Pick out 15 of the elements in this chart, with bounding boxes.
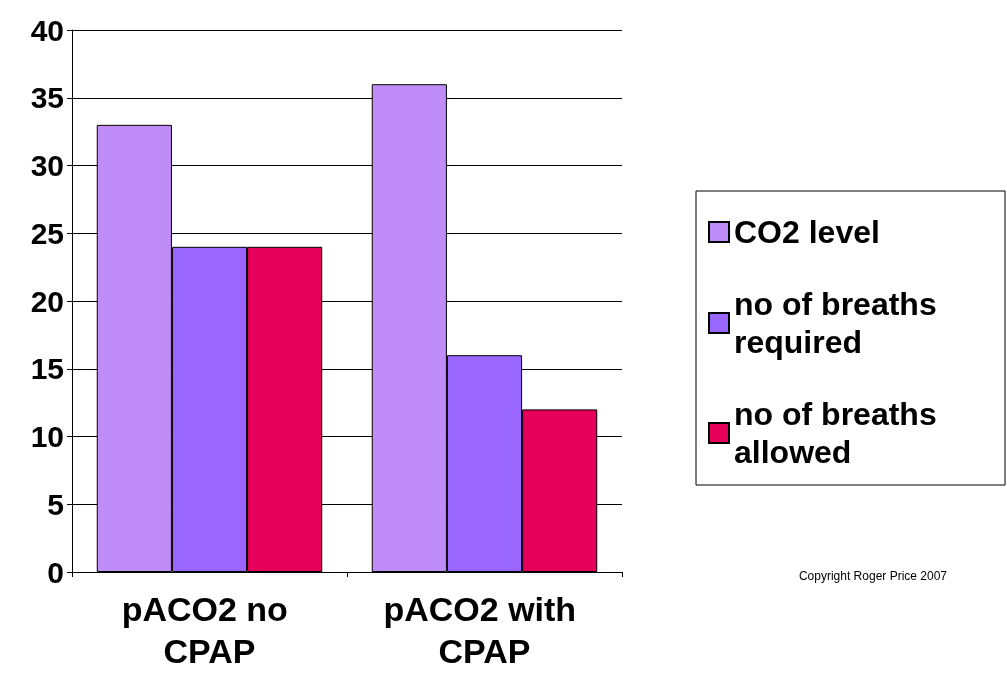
text: Copyright Roger Price 2007	[798, 569, 948, 583]
y-tick-label: 35	[30, 81, 64, 115]
x-tick-label: pACO2 no CPAP	[121, 590, 298, 670]
y-tick-label: 25	[30, 216, 64, 250]
y-tick-label: 10	[30, 420, 64, 453]
y-tick-label: 0	[47, 555, 64, 589]
legend-label: CO2 level	[734, 214, 880, 250]
y-tick-label: 15	[30, 352, 64, 386]
y-tick-label: 30	[30, 149, 64, 182]
y-tick-label: 40	[30, 13, 64, 47]
y-tick-label: 5	[47, 487, 64, 521]
x-tick-label: pACO2 with CPAP	[383, 590, 586, 670]
legend-label: no of breaths required	[734, 286, 946, 360]
legend-label: no of breaths allowed	[734, 396, 946, 470]
y-tick-label: 20	[30, 284, 64, 318]
